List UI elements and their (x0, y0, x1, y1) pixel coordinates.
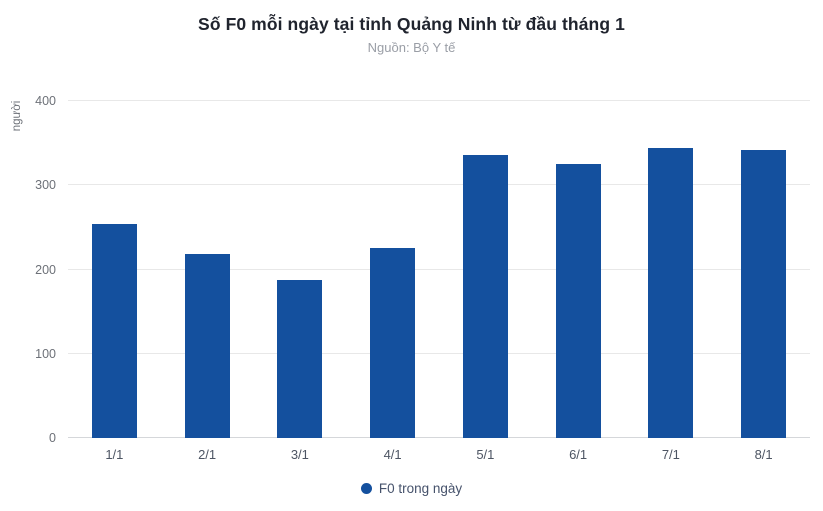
x-tick-label: 7/1 (661, 447, 680, 462)
x-tick-label: 4/1 (383, 447, 402, 462)
gridline (68, 268, 810, 270)
x-tick-label: 3/1 (290, 447, 309, 462)
x-tick-label: 1/1 (105, 447, 124, 462)
y-tick-label: 400 (35, 94, 56, 108)
y-tick-label: 200 (35, 262, 56, 277)
legend-label: F0 trong ngày (378, 481, 463, 496)
bar-5-1[interactable] (462, 154, 508, 438)
y-tick-label: 0 (49, 431, 56, 445)
x-tick-label: 6/1 (569, 447, 588, 462)
x-tick-label: 8/1 (754, 447, 773, 462)
bar-4-1[interactable] (370, 247, 416, 438)
chart-subtitle: Nguồn: Bộ Y tế (367, 40, 456, 55)
x-tick-label: 2/1 (198, 447, 217, 462)
x-tick-label: 5/1 (476, 447, 495, 462)
bar-1-1[interactable] (91, 224, 137, 438)
gridline (68, 184, 810, 186)
legend[interactable]: F0 trong ngày (0, 481, 823, 496)
chart-title: Số F0 mỗi ngày tại tỉnh Quảng Ninh từ đầ… (198, 14, 625, 34)
plot-area (68, 100, 810, 438)
y-tick-label: 300 (35, 178, 56, 193)
bar-7-1[interactable] (648, 148, 694, 438)
legend-marker-icon (360, 483, 372, 494)
y-tick-label: 100 (35, 346, 56, 361)
x-axis-line (68, 437, 810, 438)
gridline (68, 352, 810, 354)
gridline (68, 100, 810, 101)
bar-2-1[interactable] (184, 253, 230, 438)
bar-3-1[interactable] (277, 279, 323, 438)
bar-6-1[interactable] (555, 164, 601, 438)
bar-8-1[interactable] (741, 149, 787, 438)
